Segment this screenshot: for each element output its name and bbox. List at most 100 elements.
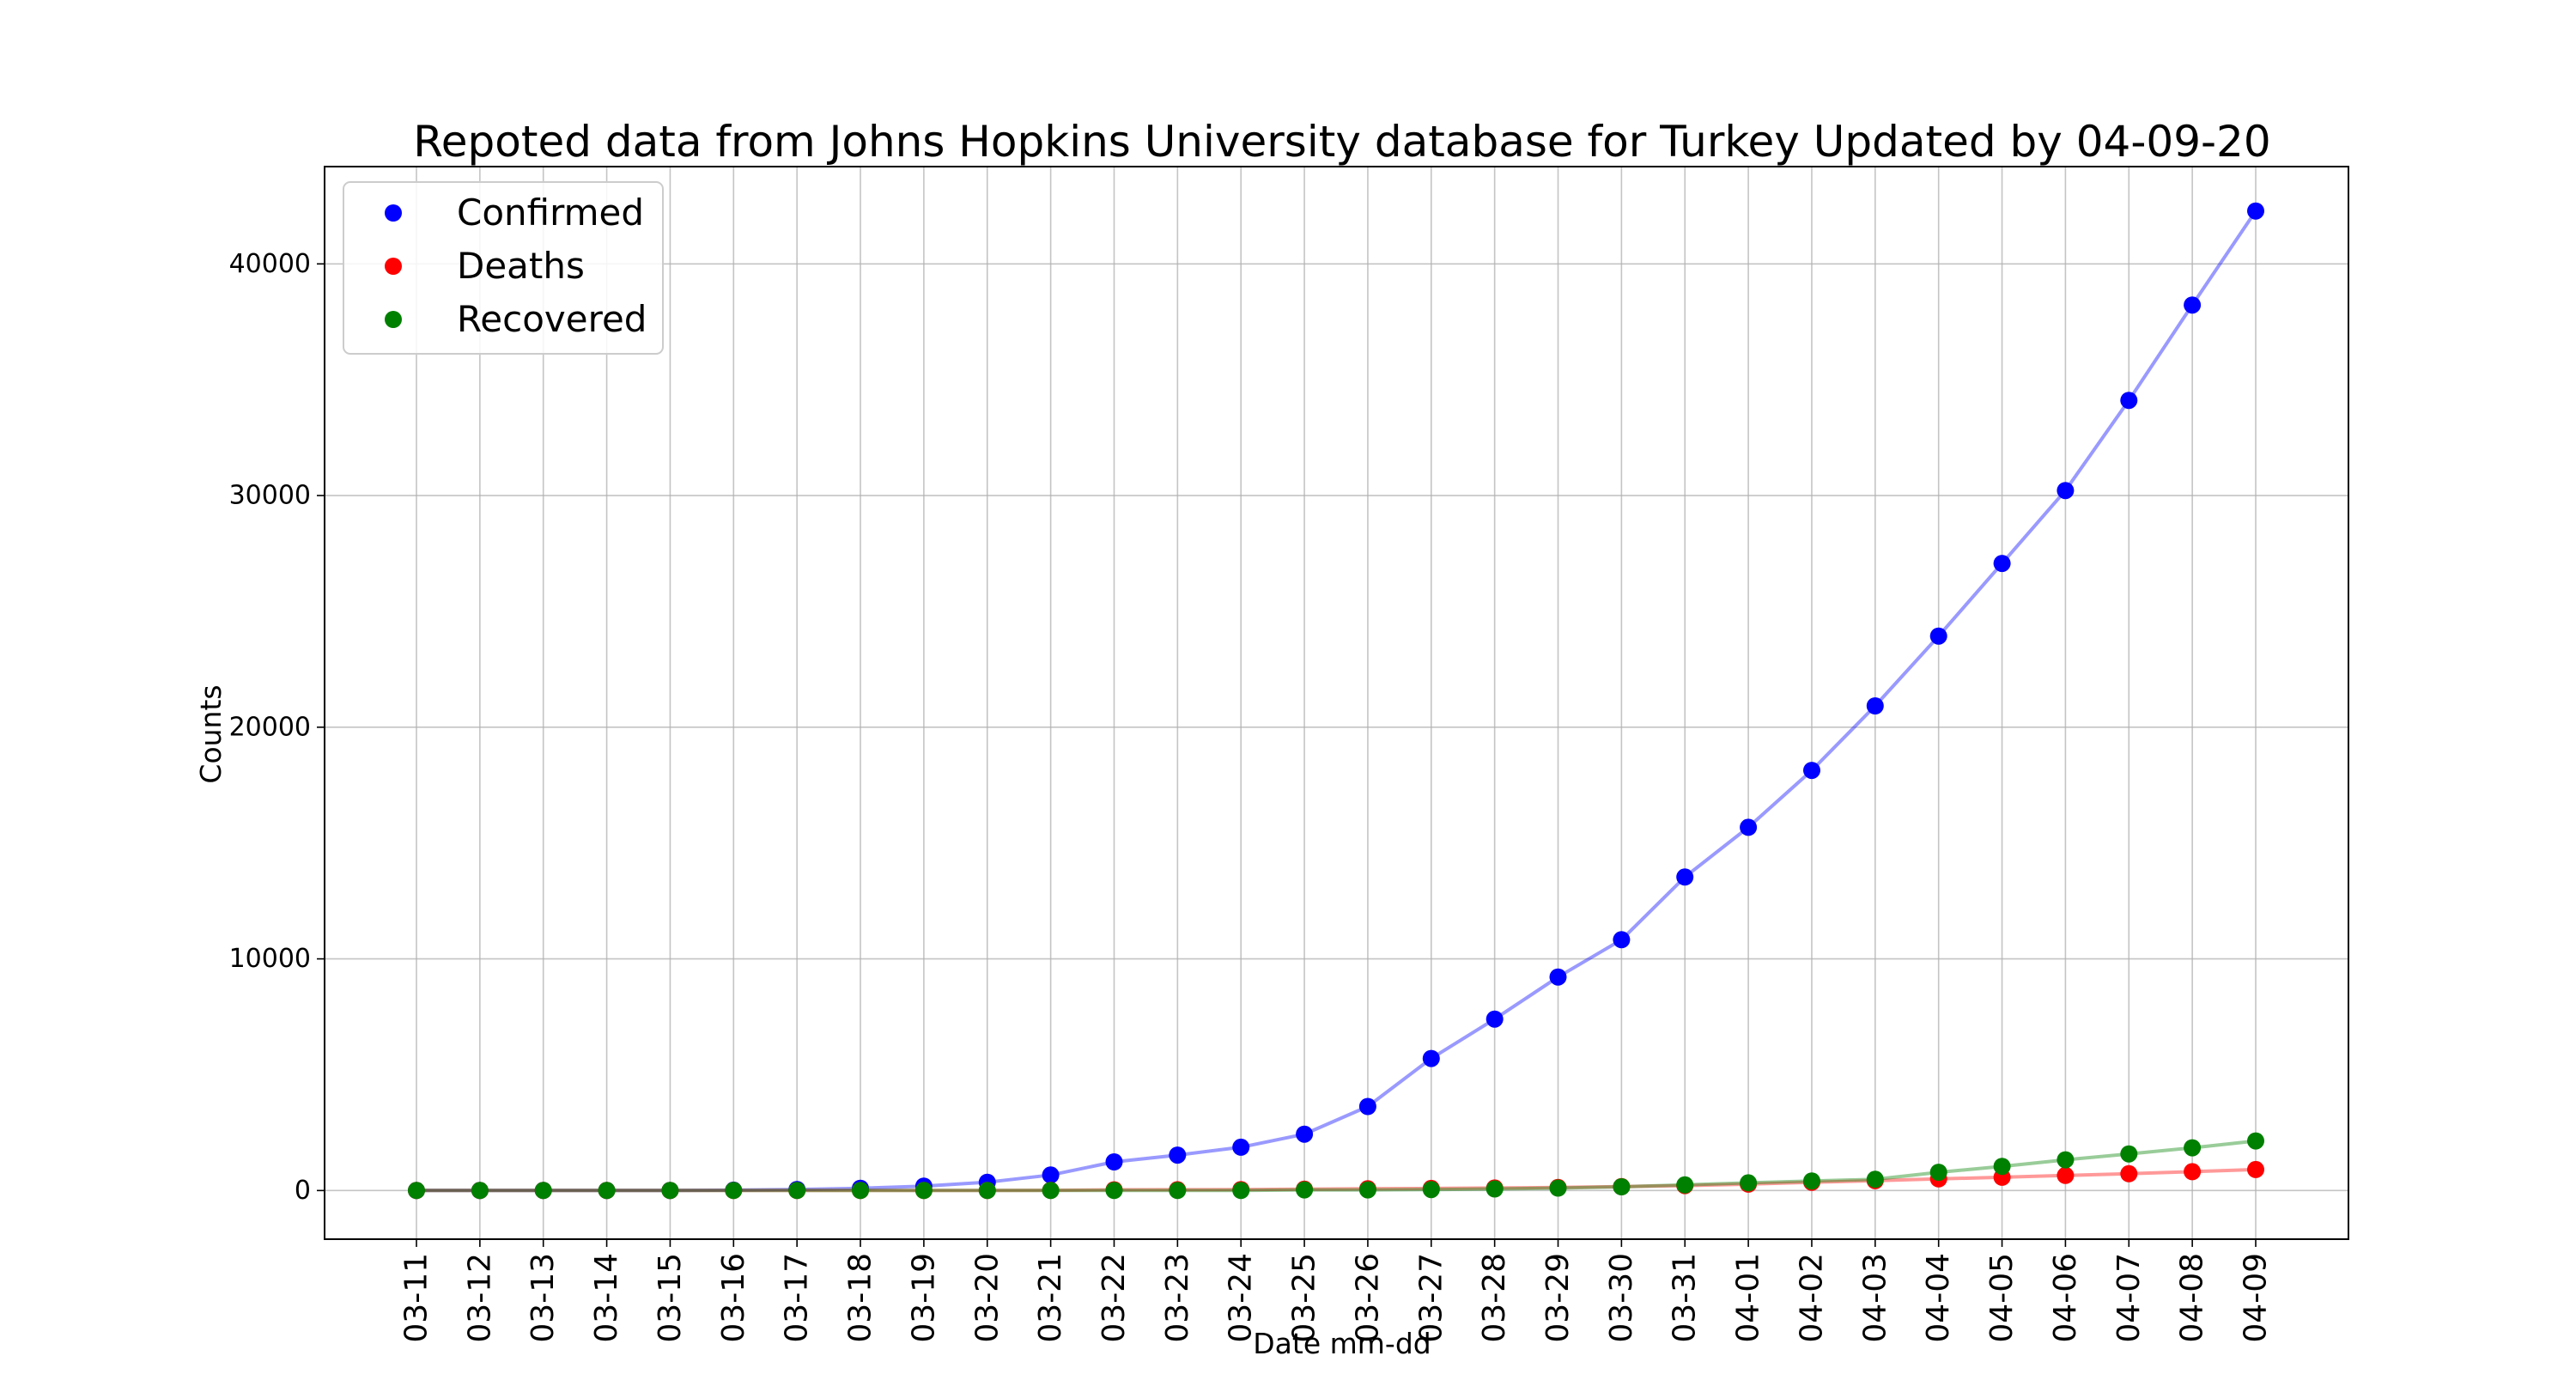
- data-point-recovered: [914, 1182, 933, 1200]
- data-point-confirmed: [2120, 392, 2138, 410]
- data-point-confirmed: [2247, 202, 2264, 220]
- data-point-recovered: [2120, 1145, 2138, 1163]
- data-point-recovered: [1549, 1179, 1567, 1197]
- data-point-confirmed: [1613, 931, 1631, 949]
- data-point-recovered: [2184, 1139, 2202, 1157]
- data-point-recovered: [534, 1182, 552, 1200]
- data-point-recovered: [1232, 1182, 1250, 1200]
- x-tick-label: 03-13: [526, 1253, 561, 1343]
- series-lines: [416, 210, 2257, 1193]
- x-tick-label: 04-08: [2175, 1253, 2210, 1343]
- legend-box: [343, 181, 664, 355]
- data-point-recovered: [1042, 1182, 1060, 1200]
- data-point-confirmed: [1993, 555, 2011, 573]
- y-tick-label: 10000: [229, 944, 311, 974]
- data-point-recovered: [1169, 1182, 1187, 1200]
- x-tick-label: 03-19: [906, 1253, 941, 1343]
- x-tick-label: 03-30: [1604, 1253, 1639, 1343]
- data-point-recovered: [852, 1182, 869, 1200]
- data-point-recovered: [408, 1182, 425, 1200]
- x-tick-label: 03-11: [399, 1253, 434, 1343]
- chart-title: Repoted data from Johns Hopkins Universi…: [413, 117, 2270, 167]
- x-tick-label: 04-09: [2239, 1253, 2274, 1343]
- data-point-confirmed: [1676, 868, 1694, 886]
- series-line-recovered: [416, 1139, 2257, 1193]
- data-point-recovered: [1676, 1176, 1694, 1194]
- data-point-recovered: [1929, 1164, 1947, 1182]
- data-point-confirmed: [1296, 1125, 1314, 1143]
- x-tick-label: 03-27: [1413, 1253, 1449, 1343]
- data-point-recovered: [978, 1182, 996, 1200]
- data-point-confirmed: [2057, 482, 2075, 500]
- x-tick-label: 04-07: [2111, 1253, 2147, 1343]
- data-point-confirmed: [1169, 1146, 1187, 1164]
- x-tick-label: 04-05: [1984, 1253, 2020, 1343]
- data-point-confirmed: [1485, 1010, 1504, 1028]
- legend-marker-deaths: [385, 258, 402, 275]
- data-point-recovered: [2057, 1151, 2075, 1169]
- data-point-confirmed: [2184, 296, 2202, 314]
- data-point-confirmed: [1866, 697, 1884, 714]
- series-line-deaths: [416, 1167, 2257, 1193]
- x-tick-label: 03-18: [843, 1253, 878, 1343]
- data-point-recovered: [598, 1182, 616, 1200]
- x-tick-label: 03-14: [589, 1253, 624, 1343]
- data-point-confirmed: [1232, 1138, 1250, 1156]
- data-point-recovered: [1803, 1172, 1820, 1190]
- data-point-confirmed: [1042, 1166, 1060, 1184]
- legend-label-recovered: Recovered: [457, 298, 647, 340]
- legend-label-confirmed: Confirmed: [457, 192, 644, 234]
- data-point-confirmed: [1358, 1097, 1376, 1116]
- legend-marker-confirmed: [385, 204, 402, 222]
- y-tick-label: 20000: [229, 712, 311, 742]
- x-tick-label: 03-15: [653, 1253, 688, 1343]
- x-tick-label: 04-02: [1794, 1253, 1829, 1343]
- y-tick-label: 30000: [229, 481, 311, 511]
- x-tick-label: 03-20: [969, 1253, 1005, 1343]
- data-point-confirmed: [1803, 762, 1820, 780]
- data-point-recovered: [471, 1182, 489, 1200]
- x-axis-ticks: 03-11 03-12 03-13 03-14 03-15 03-16 03-17 03-18…: [399, 1239, 2274, 1343]
- x-tick-label: 03-16: [716, 1253, 751, 1343]
- legend: Confirmed Deaths Recovered: [343, 181, 664, 355]
- legend-marker-recovered: [385, 311, 402, 328]
- x-tick-label: 03-21: [1033, 1253, 1068, 1343]
- data-point-recovered: [1993, 1158, 2011, 1176]
- x-tick-label: 03-12: [462, 1253, 497, 1343]
- series-line-confirmed: [416, 210, 2257, 1193]
- y-tick-label: 0: [295, 1176, 311, 1206]
- data-point-confirmed: [1929, 627, 1947, 645]
- data-point-confirmed: [1105, 1153, 1123, 1170]
- data-point-recovered: [1422, 1181, 1440, 1199]
- x-tick-label: 04-01: [1731, 1253, 1766, 1343]
- x-tick-label: 04-03: [1857, 1253, 1893, 1343]
- data-point-deaths: [2120, 1164, 2138, 1182]
- x-tick-label: 03-31: [1668, 1253, 1703, 1343]
- x-axis-label: Date mm-dd: [1253, 1327, 1431, 1360]
- x-tick-label: 03-22: [1097, 1253, 1132, 1343]
- data-point-deaths: [2057, 1166, 2075, 1184]
- data-point-recovered: [725, 1182, 743, 1200]
- data-point-recovered: [661, 1182, 679, 1200]
- data-point-recovered: [1740, 1174, 1758, 1192]
- y-tick-label: 40000: [229, 249, 311, 279]
- data-point-confirmed: [1740, 818, 1758, 836]
- legend-label-deaths: Deaths: [457, 245, 585, 287]
- data-point-confirmed: [1422, 1049, 1440, 1067]
- data-point-deaths: [2247, 1160, 2264, 1178]
- data-point-recovered: [1296, 1181, 1314, 1199]
- data-point-recovered: [2247, 1132, 2264, 1150]
- data-point-recovered: [1105, 1182, 1123, 1200]
- x-tick-label: 03-24: [1224, 1253, 1259, 1343]
- x-tick-label: 04-06: [2048, 1253, 2083, 1343]
- x-tick-label: 03-23: [1160, 1253, 1195, 1343]
- data-point-recovered: [1358, 1181, 1376, 1199]
- x-tick-label: 03-26: [1350, 1253, 1385, 1343]
- y-axis-ticks: 0 10000 20000 30000 40000: [229, 249, 325, 1206]
- x-tick-label: 03-25: [1287, 1253, 1322, 1343]
- data-point-recovered: [1613, 1178, 1631, 1195]
- data-point-recovered: [1866, 1170, 1884, 1189]
- data-point-confirmed: [1549, 968, 1567, 986]
- x-tick-label: 03-28: [1477, 1253, 1512, 1343]
